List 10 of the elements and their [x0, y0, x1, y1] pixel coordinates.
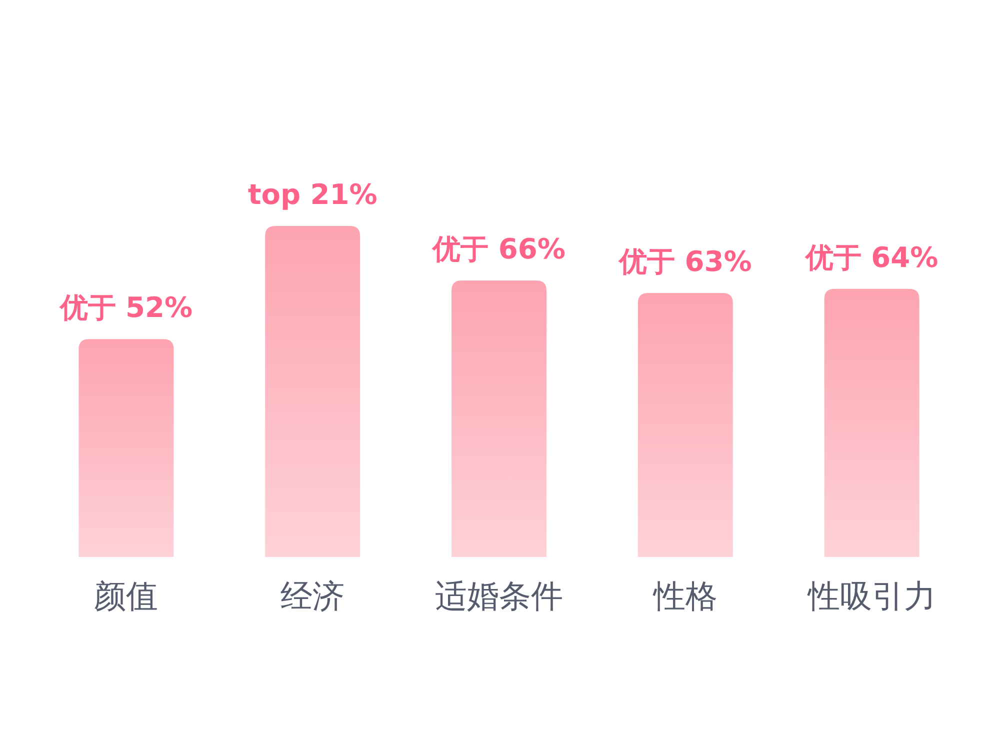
- x-tick-label: 经济: [280, 577, 345, 615]
- data-label: 优于 66%: [432, 232, 566, 266]
- x-tick-label: 颜值: [94, 577, 158, 615]
- data-label: top 21%: [248, 178, 378, 211]
- data-label: 优于 64%: [804, 240, 938, 274]
- data-label: 优于 63%: [618, 245, 752, 278]
- x-tick-label: 性格: [652, 577, 718, 615]
- x-tick-label: 性吸引力: [806, 577, 936, 615]
- x-tick-label: 适婚条件: [435, 577, 563, 615]
- data-label: 优于 52%: [58, 291, 193, 324]
